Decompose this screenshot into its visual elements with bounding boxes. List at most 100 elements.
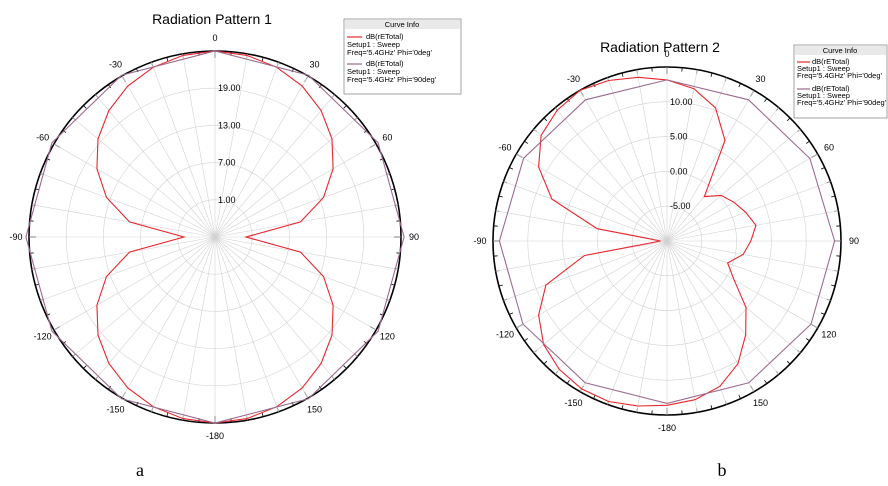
ring-tick: [498, 195, 503, 198]
ring-tick: [543, 117, 548, 122]
angle-tick-label: -180: [658, 423, 676, 433]
spoke: [72, 236, 216, 357]
ring-tick: [543, 360, 548, 365]
spoke: [214, 53, 248, 238]
radial-tick-label: 1.00: [218, 195, 236, 205]
angle-tick-label: -150: [106, 404, 124, 414]
ring-tick: [806, 338, 810, 342]
spoke: [666, 69, 698, 242]
ring-tick: [566, 380, 570, 384]
spoke: [666, 240, 755, 392]
spoke: [214, 236, 399, 270]
grid-circle: [65, 87, 365, 387]
spoke: [182, 236, 216, 421]
angle-tick-label: -60: [36, 133, 49, 143]
angle-tick-label: 150: [307, 404, 322, 414]
chart-a-curves: [25, 50, 405, 424]
chart-b-legend-setup-0: Setup1 : Sweep: [797, 64, 850, 73]
spoke: [121, 75, 216, 238]
chart-b-legend: Curve Info dB(rETotal) Setup1 : Sweep Fr…: [793, 44, 888, 119]
angle-tick-label: -30: [567, 74, 580, 84]
radial-tick-label: 0.00: [670, 166, 688, 176]
chart-b-grid: [492, 66, 842, 416]
spoke: [31, 204, 216, 238]
spoke: [214, 236, 248, 421]
radial-tick-label: 7.00: [218, 158, 236, 168]
spoke: [214, 236, 335, 380]
ring-tick: [509, 312, 514, 315]
chart-b-legend-header: [795, 46, 886, 55]
spoke: [53, 236, 216, 331]
angle-tick-label: -180: [206, 431, 224, 441]
ring-tick: [166, 412, 169, 417]
ring-tick: [621, 72, 624, 77]
spoke: [533, 128, 668, 242]
ring-tick: [820, 167, 825, 170]
spoke: [666, 181, 831, 242]
chart-b-legend-freq-0: Freq='5.4GHz' Phi='0deg': [797, 71, 883, 80]
spoke: [579, 90, 668, 242]
radial-tick-label: -5.00: [670, 201, 691, 211]
chart-b-legend-box: [793, 44, 888, 119]
spoke: [214, 173, 390, 238]
ring-tick: [343, 105, 347, 109]
chart-a-legend-freq-0: Freq='5.4GHz' Phi='0deg': [347, 48, 433, 57]
chart-b-curves: [498, 76, 836, 407]
spoke: [579, 240, 668, 392]
radial-tick-label: 19.00: [218, 83, 241, 93]
spoke: [666, 128, 801, 242]
chart-a-title: Radiation Pattern 1: [152, 11, 272, 27]
spoke: [666, 77, 727, 242]
spoke: [31, 236, 216, 270]
ring-tick: [83, 365, 87, 369]
spoke: [516, 240, 668, 329]
chart-a-legend: Curve Info dB(rETotal) Setup1 : Sweep Fr…: [343, 18, 462, 95]
spoke: [495, 210, 668, 242]
angle-tick-label: 30: [755, 74, 765, 84]
spoke: [95, 236, 216, 380]
ring-tick: [524, 140, 528, 144]
chart-b-legend-title: Curve Info: [823, 46, 858, 55]
angle-tick-label: -150: [564, 398, 582, 408]
ring-tick: [261, 57, 264, 62]
spoke: [554, 107, 668, 242]
spoke: [666, 240, 818, 329]
spoke: [666, 240, 831, 301]
spoke: [666, 107, 780, 242]
grid-circle: [597, 171, 737, 311]
spoke: [503, 181, 668, 242]
spoke: [95, 94, 216, 238]
chart-b-legend-freq-1: Freq='5.4GHz' Phi='90deg': [797, 98, 887, 107]
chart-b-legend-name-1: dB(rETotal): [812, 84, 850, 93]
spoke: [214, 204, 399, 238]
chart-a-angle-labels: 0 30 60 90 120 150 -180 -150 -120 -90 -60 -30: [9, 33, 419, 441]
spoke: [666, 90, 755, 242]
angle-tick-label: -30: [109, 60, 122, 70]
angle-tick-label: -120: [496, 330, 514, 340]
spoke: [214, 236, 279, 412]
spoke: [214, 236, 390, 301]
chart-a-legend-title: Curve Info: [385, 20, 420, 29]
ring-tick: [786, 360, 791, 365]
ring-tick: [831, 284, 836, 287]
spoke: [636, 69, 668, 242]
angle-tick-label: 90: [409, 232, 419, 242]
chart-a-legend-header: [345, 20, 460, 29]
spoke: [666, 240, 727, 405]
grid-circle: [140, 162, 290, 312]
angle-tick-label: 60: [824, 143, 834, 153]
angle-tick-label: 0: [664, 49, 669, 59]
ring-tick: [738, 83, 741, 88]
spoke: [214, 236, 377, 331]
spoke: [666, 153, 818, 242]
chart-a-legend-box: [343, 18, 462, 95]
spoke: [214, 62, 279, 238]
chart-b-legend-setup-1: Setup1 : Sweep: [797, 91, 850, 100]
chart-a-legend-setup-0: Setup1 : Sweep: [347, 40, 400, 49]
ring-tick: [83, 105, 87, 109]
spoke: [214, 143, 377, 238]
ring-tick: [764, 98, 768, 102]
series-line-1: [498, 79, 836, 404]
angle-tick-label: 90: [849, 236, 859, 246]
